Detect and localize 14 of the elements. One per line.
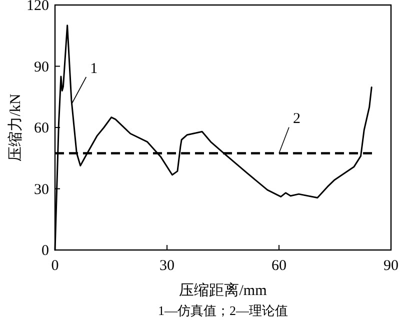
x-axis-title: 压缩距离/mm — [179, 282, 268, 299]
y-tick-label: 30 — [34, 182, 49, 198]
x-tick-label: 60 — [272, 258, 286, 274]
y-tick-label: 120 — [26, 0, 49, 14]
y-tick-label: 0 — [42, 243, 49, 259]
x-tick-label: 90 — [384, 258, 398, 274]
y-axis-title: 压缩力/kN — [7, 94, 24, 162]
y-tick-label: 60 — [34, 120, 49, 136]
x-tick-label: 30 — [160, 258, 174, 274]
text: 1—仿真值；2—理论值 — [158, 303, 288, 318]
annotation: 1 — [90, 61, 98, 77]
y-tick-label: 90 — [34, 59, 49, 76]
annotation: 2 — [293, 111, 300, 128]
x-tick-label: 0 — [51, 258, 59, 274]
